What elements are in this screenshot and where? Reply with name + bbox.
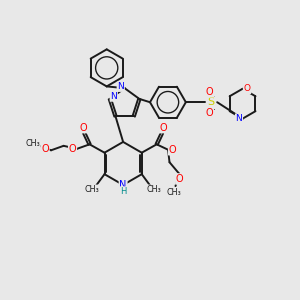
Text: N: N [110, 92, 117, 101]
Text: N: N [117, 82, 124, 91]
Text: O: O [80, 123, 87, 133]
Text: O: O [206, 108, 214, 118]
Text: O: O [169, 145, 176, 155]
Text: CH₃: CH₃ [25, 139, 40, 148]
Text: N: N [119, 180, 127, 190]
Text: CH₃: CH₃ [166, 188, 181, 196]
Text: H: H [120, 187, 126, 196]
Text: N: N [236, 114, 242, 123]
Text: O: O [41, 144, 49, 154]
Text: O: O [69, 144, 76, 154]
Text: O: O [176, 174, 184, 184]
Text: CH₃: CH₃ [85, 185, 99, 194]
Text: CH₃: CH₃ [147, 185, 162, 194]
Text: O: O [159, 123, 167, 133]
Text: S: S [208, 97, 215, 107]
Text: O: O [244, 84, 250, 93]
Text: O: O [206, 87, 214, 97]
